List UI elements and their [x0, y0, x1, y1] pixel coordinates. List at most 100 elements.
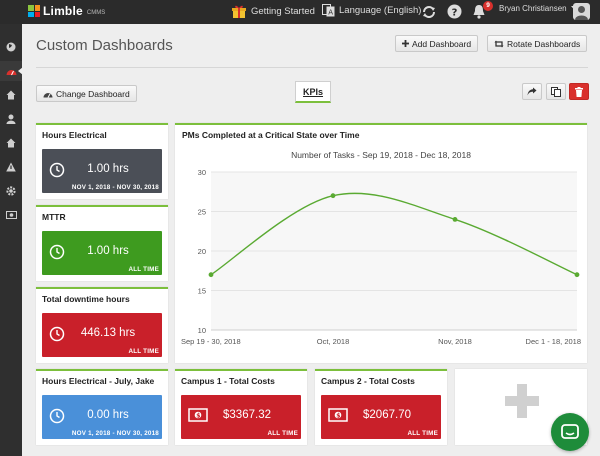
- series-line: [210, 192, 578, 276]
- widget-hours-electrical-july[interactable]: Hours Electrical - July, Jake 0.00 hrs N…: [36, 369, 168, 445]
- data-point: [574, 272, 580, 278]
- gear-icon: [6, 186, 16, 196]
- globe-icon: [6, 42, 16, 52]
- kpi-value: $3367.32: [223, 409, 271, 421]
- chat-button[interactable]: [551, 413, 589, 451]
- svg-text:$: $: [196, 412, 200, 419]
- kpi-date-range: ALL TIME: [128, 266, 159, 273]
- money-icon: $: [328, 408, 348, 425]
- svg-text:$: $: [336, 412, 340, 419]
- x-tick-label: Dec 1 - 18, 2018: [526, 337, 581, 346]
- kpi-date-range: NOV 1, 2018 - NOV 30, 2018: [71, 184, 159, 191]
- clock-icon: [49, 408, 65, 427]
- bell-icon[interactable]: [472, 4, 486, 19]
- change-dashboard-button[interactable]: Change Dashboard: [36, 85, 137, 102]
- sidebar-item-users[interactable]: [0, 109, 22, 129]
- tab-kpis-label: KPIs: [303, 86, 324, 97]
- chart-subtitle: Number of Tasks - Sep 19, 2018 - Dec 18,…: [291, 150, 471, 160]
- kpi-value: 446.13 hrs: [80, 327, 136, 339]
- share-button[interactable]: [522, 83, 542, 100]
- tab-kpis[interactable]: KPIs: [295, 81, 332, 103]
- copy-icon: [551, 86, 561, 97]
- sidebar-item-billing[interactable]: [0, 205, 22, 225]
- top-bar: Limble CMMS Getting Started A Language (…: [0, 0, 600, 24]
- refresh-icon[interactable]: [422, 5, 436, 19]
- getting-started-link[interactable]: Getting Started: [231, 4, 315, 19]
- delete-button[interactable]: [569, 83, 589, 100]
- rotate-dashboards-label: Rotate Dashboards: [507, 38, 581, 49]
- widget-pm-critical-chart[interactable]: PMs Completed at a Critical State over T…: [175, 123, 587, 363]
- widget-title: Total downtime hours: [42, 294, 130, 304]
- widget-hours-electrical[interactable]: Hours Electrical 1.00 hrs NOV 1, 2018 - …: [36, 123, 168, 199]
- copy-button[interactable]: [546, 83, 566, 100]
- gift-icon: [231, 4, 247, 19]
- widget-title: Campus 2 - Total Costs: [321, 376, 415, 386]
- widget-title: Hours Electrical - July, Jake: [42, 376, 155, 386]
- notification-badge: 9: [483, 1, 493, 11]
- add-dashboard-label: Add Dashboard: [412, 38, 472, 49]
- money-icon: [5, 211, 17, 219]
- kpi-date-range: ALL TIME: [407, 430, 438, 437]
- chart-title: PMs Completed at a Critical State over T…: [182, 130, 360, 140]
- chat-icon: [561, 423, 579, 439]
- language-selector[interactable]: A Language (English): [322, 4, 421, 17]
- page-title: Custom Dashboards: [36, 37, 173, 54]
- user-menu[interactable]: Bryan Christiansen: [499, 4, 578, 13]
- trash-icon: [575, 86, 583, 97]
- rotate-dashboards-button[interactable]: Rotate Dashboards: [487, 35, 588, 52]
- kpi-date-range: ALL TIME: [267, 430, 298, 437]
- kpi-value: 1.00 hrs: [87, 163, 129, 175]
- widget-total-downtime[interactable]: Total downtime hours 446.13 hrs ALL TIME: [36, 287, 168, 363]
- sidebar: [0, 24, 23, 456]
- logo-subtext: CMMS: [86, 10, 106, 16]
- sidebar-item-home[interactable]: [0, 85, 22, 105]
- kpi-date-range: NOV 1, 2018 - NOV 30, 2018: [71, 430, 159, 437]
- y-tick-label: 30: [198, 168, 206, 177]
- y-tick-label: 10: [198, 326, 206, 335]
- dashboard-gauge-icon: [43, 92, 53, 98]
- kpi-tile: 1.00 hrs ALL TIME: [42, 231, 162, 275]
- sidebar-item-alerts[interactable]: [0, 157, 22, 177]
- logo-text: Limble: [43, 4, 83, 18]
- widget-title: Campus 1 - Total Costs: [181, 376, 275, 386]
- add-dashboard-button[interactable]: Add Dashboard: [395, 35, 479, 52]
- x-tick-label: Nov, 2018: [438, 337, 472, 346]
- user-name: Bryan Christiansen: [499, 4, 567, 13]
- sidebar-item-locations[interactable]: [0, 133, 22, 153]
- widget-mttr[interactable]: MTTR 1.00 hrs ALL TIME: [36, 205, 168, 281]
- y-tick-label: 20: [198, 247, 206, 256]
- kpi-value: 1.00 hrs: [87, 245, 129, 257]
- dashboard-icon: [6, 69, 16, 75]
- data-point: [330, 193, 336, 199]
- limble-logo[interactable]: Limble CMMS: [28, 4, 105, 18]
- sidebar-item-dashboard[interactable]: [0, 61, 23, 81]
- money-icon: $: [188, 408, 208, 425]
- kpi-tile: 1.00 hrs NOV 1, 2018 - NOV 30, 2018: [42, 149, 162, 193]
- kpi-value: 0.00 hrs: [87, 409, 129, 421]
- share-icon: [527, 87, 537, 96]
- user-icon: [6, 114, 16, 124]
- sidebar-item-globe[interactable]: [0, 37, 22, 57]
- language-label: Language (English): [339, 5, 422, 16]
- line-chart: 10 15 20 25 30 Sep 19 - 30, 2018 Oct, 2018 Nov,…: [181, 168, 581, 346]
- clock-icon: [49, 162, 65, 181]
- clock-icon: [49, 244, 65, 263]
- widget-campus2-costs[interactable]: Campus 2 - Total Costs $ $2067.70 ALL TI…: [315, 369, 447, 445]
- logo-mark-icon: [28, 5, 40, 17]
- warning-icon: [6, 162, 16, 172]
- kpi-value: $2067.70: [363, 409, 411, 421]
- kpi-date-range: ALL TIME: [128, 348, 159, 355]
- widget-campus1-costs[interactable]: Campus 1 - Total Costs $ $3367.32 ALL TI…: [175, 369, 307, 445]
- data-point: [208, 272, 214, 278]
- avatar[interactable]: [573, 3, 590, 20]
- help-icon[interactable]: ?: [447, 4, 462, 19]
- retweet-icon: [494, 40, 504, 47]
- y-tick-label: 25: [198, 208, 206, 217]
- x-tick-label: Sep 19 - 30, 2018: [181, 337, 241, 346]
- sidebar-item-settings[interactable]: [0, 181, 22, 201]
- kpi-tile: $ $2067.70 ALL TIME: [321, 395, 441, 439]
- svg-text:?: ?: [452, 8, 458, 19]
- kpi-tile: $ $3367.32 ALL TIME: [181, 395, 301, 439]
- header-divider: [36, 67, 588, 68]
- plus-icon: [402, 40, 409, 47]
